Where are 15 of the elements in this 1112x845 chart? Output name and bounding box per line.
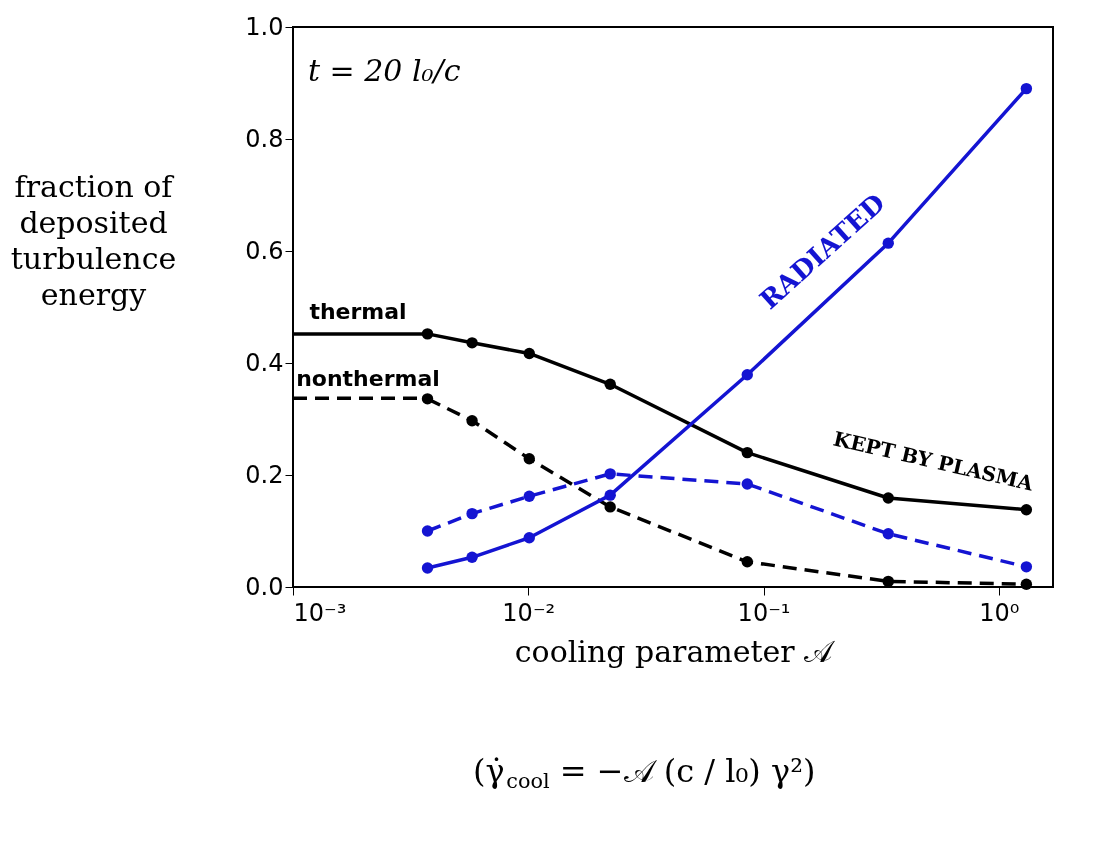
annotation: thermal — [309, 299, 407, 324]
annotation: nonthermal — [296, 366, 440, 391]
x-tick-label: 10⁰ — [979, 598, 1020, 627]
annotation: t = 20 l₀/c — [308, 53, 461, 88]
y-tick-label: 0.4 — [245, 348, 284, 377]
x-axis-title: cooling parameter 𝒜 — [514, 633, 837, 669]
y-tick-label: 1.0 — [245, 12, 284, 41]
y-tick-label: 0.8 — [245, 124, 284, 153]
y-axis-title: fraction of deposited turbulence energy — [10, 168, 177, 312]
y-tick-label: 0.2 — [245, 460, 284, 489]
x-tick-label: 10⁻³ — [293, 598, 347, 627]
y-tick-label: 0.0 — [245, 572, 284, 601]
y-tick-label: 0.6 — [245, 236, 284, 265]
x-tick-label: 10⁻¹ — [737, 598, 791, 627]
x-tick-label: 10⁻² — [502, 598, 556, 627]
